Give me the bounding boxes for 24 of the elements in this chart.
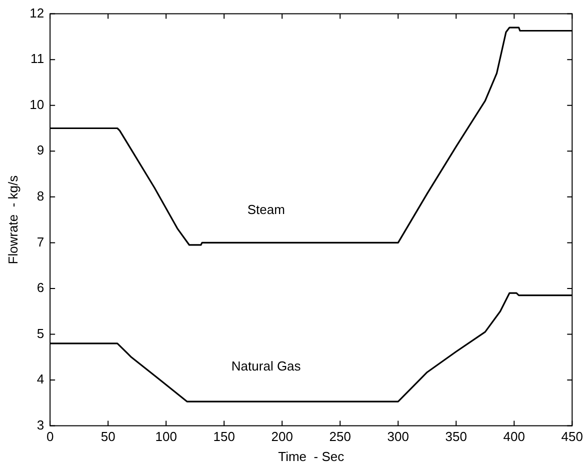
x-tick-label: 250 bbox=[329, 429, 351, 444]
y-tick-label: 8 bbox=[36, 188, 44, 204]
x-tick-label: 450 bbox=[561, 429, 584, 444]
x-tick-label: 200 bbox=[271, 429, 293, 444]
x-axis-title: Time - Sec bbox=[278, 448, 345, 464]
x-tick-label: 50 bbox=[100, 429, 116, 444]
y-tick-label: 10 bbox=[30, 96, 44, 112]
y-tick-label: 5 bbox=[36, 326, 44, 341]
y-tick-label: 12 bbox=[30, 5, 44, 20]
y-tick-label: 9 bbox=[36, 142, 44, 158]
x-tick-label: 400 bbox=[503, 429, 525, 444]
text: Natural Gas bbox=[231, 358, 302, 374]
x-tick-label: 0 bbox=[46, 429, 54, 444]
y-tick-label: 3 bbox=[36, 417, 44, 432]
series-label: Steam bbox=[247, 202, 285, 218]
y-tick-label: 11 bbox=[30, 51, 44, 66]
x-tick-label: 350 bbox=[445, 429, 467, 444]
x-tick-label: 150 bbox=[213, 429, 235, 444]
y-tick-label: 4 bbox=[36, 372, 44, 387]
y-axis-title: Flowrate - kg/s bbox=[5, 174, 20, 264]
x-tick-label: 100 bbox=[155, 429, 177, 444]
y-tick-label: 6 bbox=[36, 280, 44, 296]
x-tick-label: 300 bbox=[387, 429, 409, 444]
y-tick-label: 7 bbox=[36, 234, 44, 250]
